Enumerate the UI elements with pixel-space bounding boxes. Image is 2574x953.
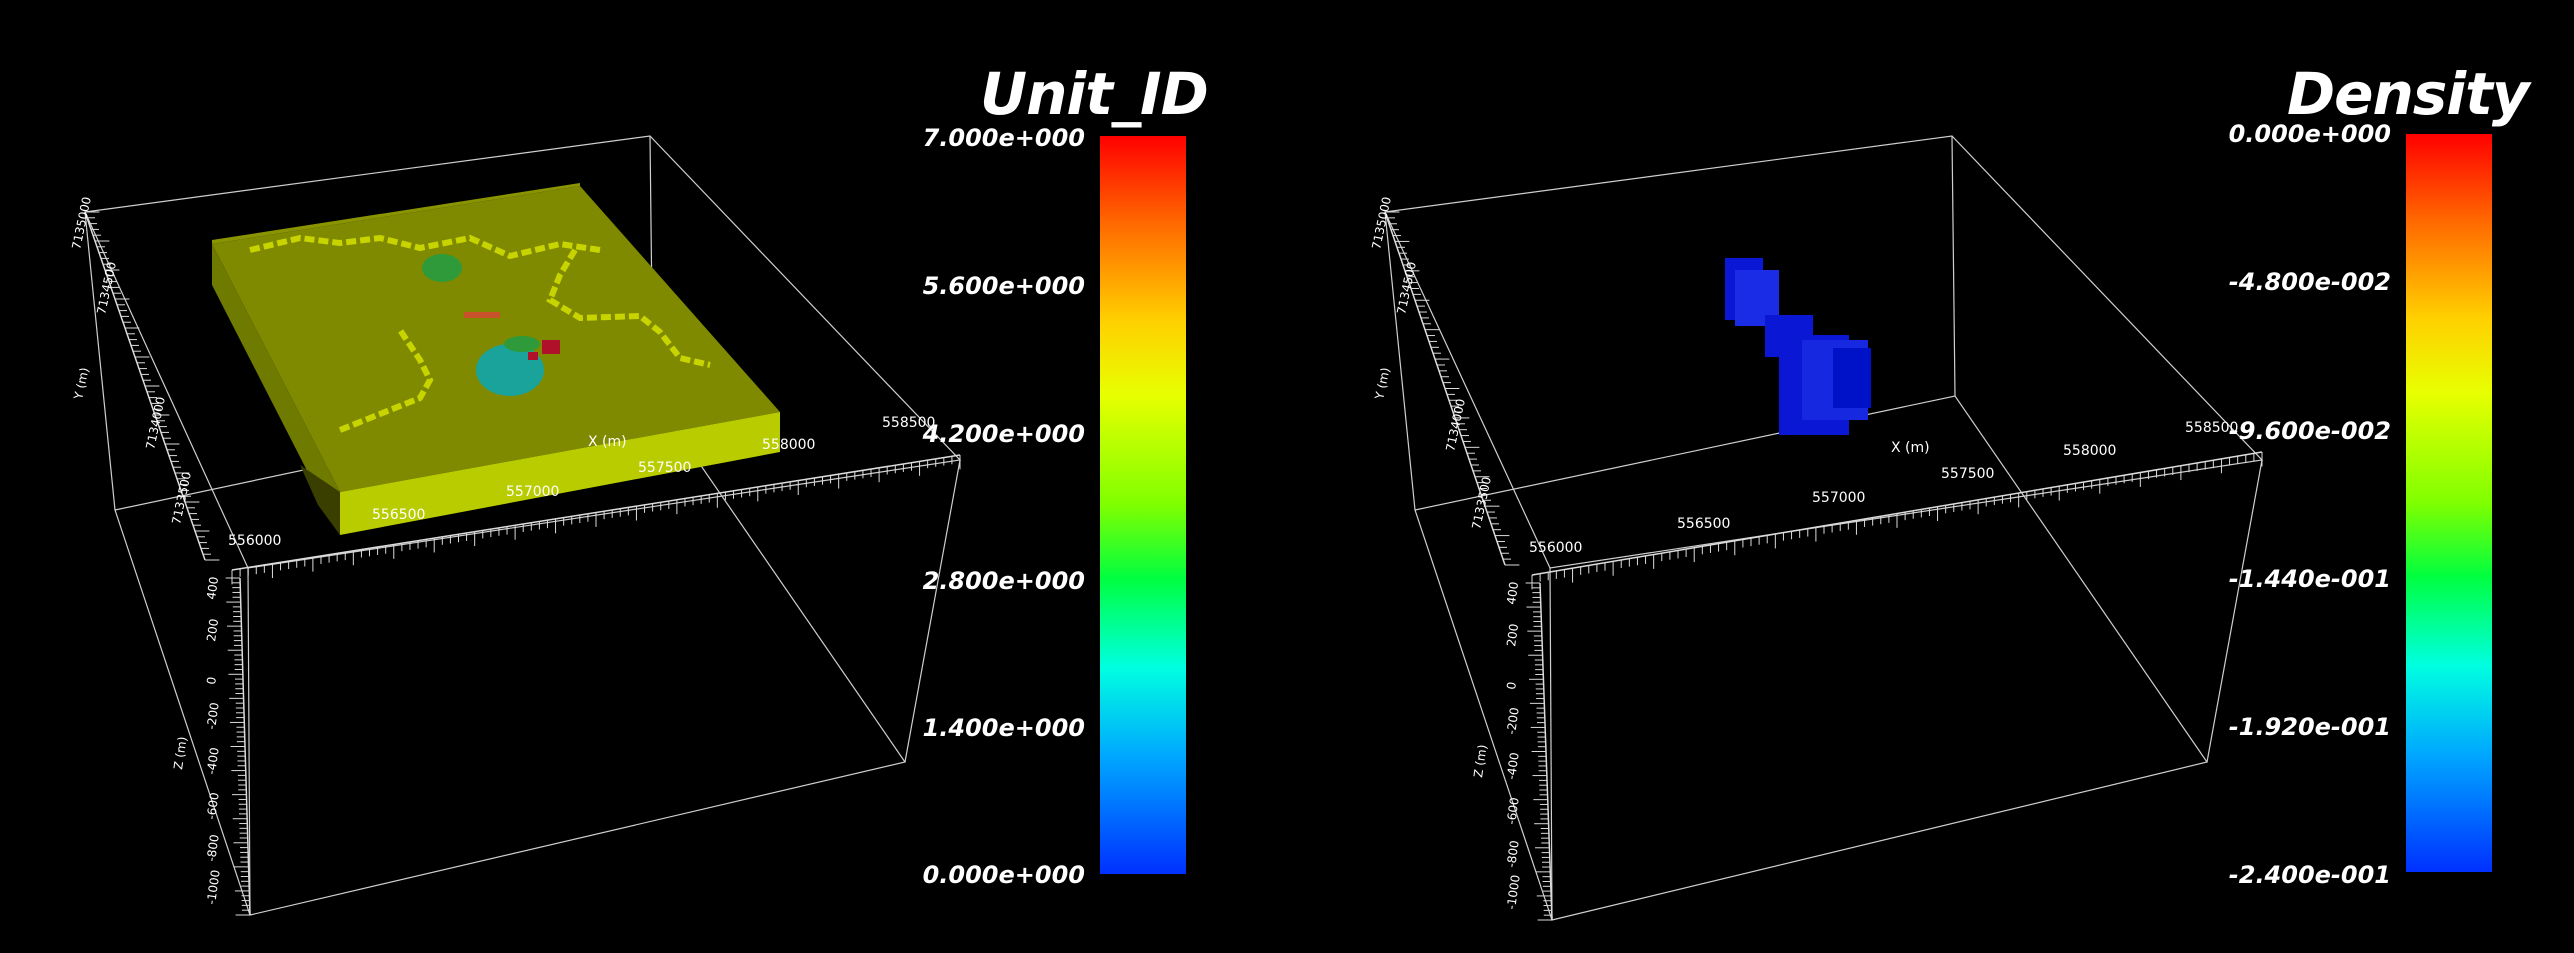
left-x-tick-label: 558000: [762, 437, 815, 453]
right-y-axis-ticks: [1385, 211, 1520, 566]
right-x-tick-label: 556500: [1677, 516, 1730, 532]
left-colorbar: [1100, 136, 1186, 874]
right-z-axis-title: Z (m): [1471, 744, 1489, 779]
left-x-tick-label: 556500: [372, 507, 425, 523]
left-x-tick-label: 557500: [638, 460, 691, 476]
left-z-tick-label: 400: [204, 576, 221, 601]
left-colorbar-label: 4.200e+000: [922, 420, 1085, 448]
right-colorbar-label: -1.440e-001: [2228, 565, 2391, 593]
left-y-tick-label: 7134500: [94, 260, 119, 315]
left-z-tick-label: -1000: [204, 869, 223, 905]
left-z-tick-label: -800: [204, 833, 222, 862]
right-colorbar-label: 0.000e+000: [2228, 120, 2391, 148]
left-colorbar-label: 1.400e+000: [922, 714, 1085, 742]
right-z-axis-ticks: [1525, 582, 1552, 921]
left-x-tick-label: 557000: [506, 484, 559, 500]
right-x-tick-label: 558000: [2063, 443, 2116, 459]
right-viewport[interactable]: 556000 556500 557000 557500 558000 55850…: [1287, 0, 2574, 953]
right-z-tick-label: -600: [1504, 796, 1522, 825]
right-colorbar-label: -1.920e-001: [2228, 713, 2391, 741]
left-colorbar-label: 5.600e+000: [922, 272, 1085, 300]
right-x-tick-label: 558500: [2185, 420, 2238, 436]
right-colorbar: [2406, 134, 2492, 872]
right-z-tick-label: -800: [1504, 839, 1522, 868]
right-z-tick-label: 0: [1504, 681, 1519, 691]
left-geologic-model: [212, 183, 780, 535]
right-density-body: [1725, 258, 1871, 435]
right-z-tick-label: 200: [1504, 623, 1521, 648]
right-colorbar-title: Density: [2287, 60, 2530, 128]
left-z-tick-label: 0: [204, 676, 219, 686]
left-colorbar-title: Unit_ID: [980, 60, 1209, 128]
right-colorbar-label: -4.800e-002: [2228, 268, 2391, 296]
right-z-tick-label: -400: [1504, 751, 1522, 780]
right-x-tick-label: 557000: [1812, 490, 1865, 506]
right-y-axis-title: Y (m): [1372, 366, 1393, 401]
right-x-tick-label: 556000: [1529, 540, 1582, 556]
left-z-tick-label: -200: [204, 701, 222, 730]
left-z-tick-label: -400: [204, 746, 222, 775]
left-viewport[interactable]: 556500 557000 557500 558000 558500 55600…: [0, 0, 1287, 953]
right-x-axis-title: X (m): [1891, 440, 1930, 456]
left-colorbar-label: 2.800e+000: [922, 567, 1085, 595]
left-z-tick-label: 200: [204, 618, 221, 643]
left-z-axis-title: Z (m): [171, 736, 189, 771]
right-colorbar-label: -9.600e-002: [2228, 417, 2391, 445]
right-z-tick-label: 400: [1504, 581, 1521, 606]
left-3d-scene[interactable]: 556500 557000 557500 558000 558500 55600…: [0, 0, 1287, 953]
right-x-axis-ticks: [1531, 452, 2263, 590]
right-z-tick-label: -1000: [1504, 874, 1523, 910]
left-x-tick-label: 558500: [882, 415, 935, 431]
left-y-axis-ticks: [85, 211, 220, 561]
right-z-tick-label: -200: [1504, 706, 1522, 735]
right-x-tick-label: 557500: [1941, 466, 1994, 482]
right-3d-scene[interactable]: 556000 556500 557000 557500 558000 55850…: [1287, 0, 2574, 953]
left-x-axis-title: X (m): [588, 434, 627, 450]
left-colorbar-label: 7.000e+000: [922, 124, 1085, 152]
left-x-tick-label: 556000: [228, 533, 281, 549]
left-y-axis-title: Y (m): [71, 366, 92, 401]
left-x-axis-ticks: [231, 455, 961, 585]
left-colorbar-label: 0.000e+000: [922, 861, 1085, 889]
left-z-axis-ticks: [225, 577, 250, 916]
left-z-tick-label: -600: [204, 791, 222, 820]
right-colorbar-label: -2.400e-001: [2228, 861, 2391, 889]
